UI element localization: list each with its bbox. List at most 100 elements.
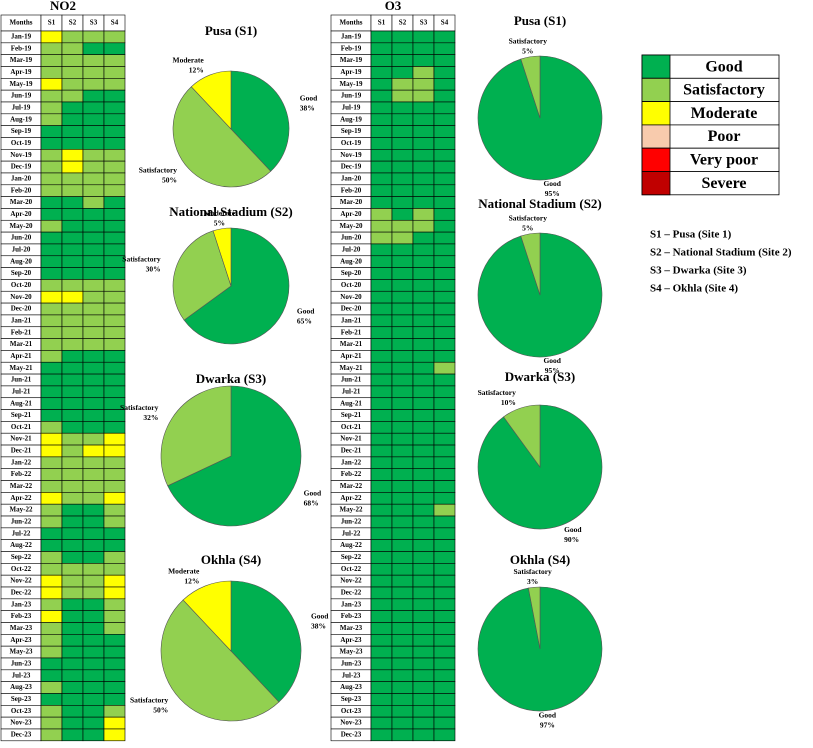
- heat-cell: [40, 42, 63, 55]
- heat-cell: [412, 373, 435, 387]
- heat-cell: [412, 290, 435, 304]
- heat-cell: [40, 385, 63, 399]
- heat-cell: [40, 125, 63, 138]
- heat-cell: [370, 681, 393, 694]
- slice-value: 95%: [545, 189, 560, 198]
- month-label: Apr-21: [10, 352, 32, 360]
- heat-cell: [433, 716, 456, 730]
- heat-cell: [61, 480, 84, 493]
- heat-cell: [82, 705, 105, 718]
- legend-swatch: [641, 101, 671, 126]
- slice-value: 38%: [311, 621, 326, 630]
- heat-cell: [103, 184, 126, 197]
- heat-cell: [433, 480, 456, 493]
- heat-cell: [82, 598, 105, 611]
- heat-cell: [370, 444, 393, 458]
- heat-cell: [370, 125, 393, 138]
- heat-cell: [391, 89, 414, 103]
- heat-cell: [370, 137, 393, 150]
- heat-cell: [103, 539, 126, 552]
- heat-cell: [61, 421, 84, 434]
- heat-cell: [40, 444, 63, 458]
- heat-cell: [61, 42, 84, 55]
- month-label: May-21: [340, 364, 363, 372]
- heat-cell: [391, 314, 414, 328]
- heat-cell: [391, 468, 414, 481]
- heat-cell: [61, 527, 84, 540]
- heat-cell: [40, 574, 63, 588]
- heat-cell: [61, 657, 84, 671]
- month-label: Apr-23: [10, 636, 32, 644]
- month-label: Dec-22: [341, 589, 362, 597]
- slice-label: Satisfactory: [120, 403, 159, 412]
- month-label: Nov-22: [340, 577, 362, 585]
- heat-cell: [61, 397, 84, 410]
- heat-cell: [370, 693, 393, 706]
- heat-cell: [433, 326, 456, 339]
- heat-cell: [82, 373, 105, 387]
- month-label: Jul-19: [12, 104, 31, 112]
- heat-cell: [61, 30, 84, 44]
- month-label: Nov-20: [10, 293, 32, 301]
- heat-cell: [370, 184, 393, 197]
- heat-cell: [103, 208, 126, 221]
- month-label: Oct-23: [11, 707, 32, 715]
- slice-value: 65%: [297, 317, 312, 326]
- slice-label: Satisfactory: [478, 388, 517, 397]
- heat-cell: [82, 149, 105, 162]
- heat-cell: [40, 598, 63, 611]
- heat-cell: [82, 539, 105, 552]
- heat-cell: [103, 492, 126, 505]
- legend-label: Moderate: [691, 105, 758, 122]
- legend-label: Very poor: [690, 152, 758, 169]
- heat-cell: [61, 432, 84, 446]
- heat-cell: [103, 574, 126, 588]
- legend-swatch: [641, 147, 671, 172]
- heat-cell: [61, 409, 84, 422]
- heat-cell: [370, 231, 393, 245]
- month-label: Mar-23: [10, 624, 33, 632]
- month-label: Jun-23: [11, 660, 32, 668]
- heat-cell: [61, 160, 84, 174]
- heat-cell: [412, 89, 435, 103]
- heat-cell: [82, 42, 105, 55]
- heat-cell: [391, 527, 414, 540]
- heat-cell: [61, 89, 84, 103]
- heat-cell: [370, 610, 393, 623]
- heat-cell: [412, 551, 435, 564]
- heat-cell: [433, 409, 456, 422]
- heat-cell: [103, 598, 126, 611]
- month-label: Jun-23: [341, 660, 362, 668]
- heat-cell: [391, 219, 414, 233]
- heat-cell: [61, 515, 84, 529]
- heat-cell: [82, 563, 105, 576]
- month-label: May-22: [10, 506, 33, 514]
- heat-cell: [391, 705, 414, 718]
- heat-cell: [412, 574, 435, 588]
- heat-cell: [61, 492, 84, 505]
- heat-cell: [370, 42, 393, 55]
- heat-cell: [103, 89, 126, 103]
- heat-cell: [61, 728, 84, 742]
- slice-value: 12%: [189, 65, 204, 74]
- month-label: Jul-21: [342, 387, 361, 395]
- heat-cell: [370, 172, 393, 186]
- pie-slice: [183, 227, 290, 345]
- heat-cell: [391, 302, 414, 316]
- heat-cell: [40, 728, 63, 742]
- heat-cell: [82, 728, 105, 742]
- heat-cell: [433, 693, 456, 706]
- heat-cell: [391, 669, 414, 682]
- heat-cell: [103, 350, 126, 363]
- heat-cell: [40, 669, 63, 682]
- heat-cell: [103, 231, 126, 245]
- heat-cell: [82, 480, 105, 493]
- heat-cell: [433, 219, 456, 233]
- heat-cell: [370, 622, 393, 635]
- heat-cell: [370, 373, 393, 387]
- heat-cell: [412, 503, 435, 517]
- heat-cell: [61, 634, 84, 647]
- heat-cell: [412, 693, 435, 706]
- site-note: S2 – National Stadium (Site 2): [650, 247, 792, 259]
- heat-cell: [370, 361, 393, 375]
